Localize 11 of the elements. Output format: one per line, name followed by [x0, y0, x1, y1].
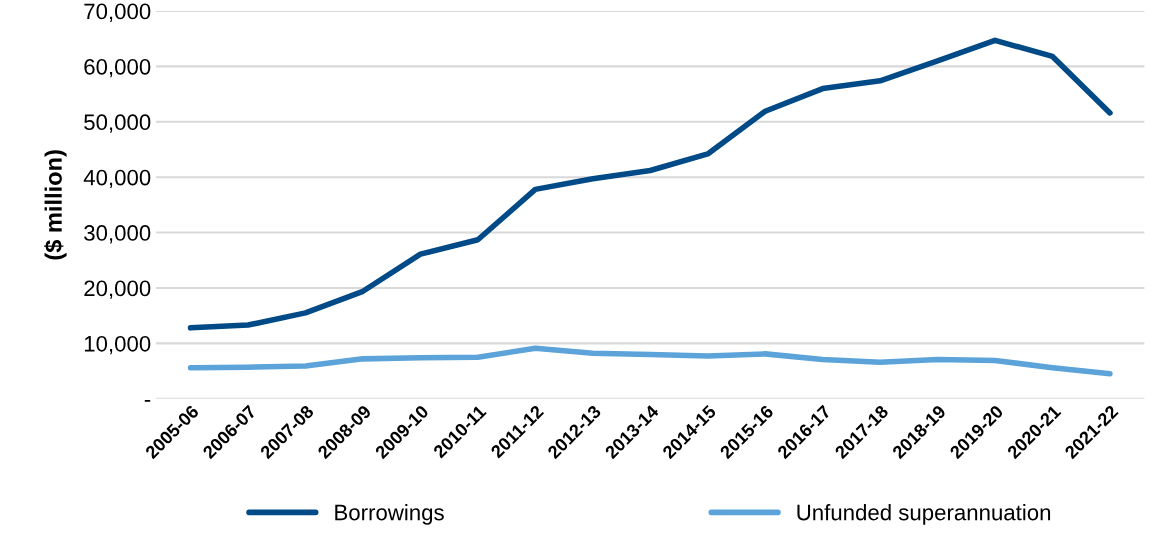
y-tick-label: -: [144, 400, 151, 402]
y-tick-label: 20,000: [84, 280, 151, 299]
y-tick-label: 50,000: [84, 114, 151, 133]
y-tick-label: 60,000: [84, 58, 151, 78]
legend-label: Borrowings: [335, 504, 444, 525]
y-tick-label: 10,000: [84, 335, 151, 355]
y-tick-label: 70,000: [84, 3, 151, 22]
legend-label: Unfunded superannuation: [797, 504, 1051, 525]
y-tick-label: 30,000: [84, 225, 151, 244]
y-axis-title: ($ million): [44, 150, 67, 260]
y-tick-label: 40,000: [83, 169, 151, 189]
